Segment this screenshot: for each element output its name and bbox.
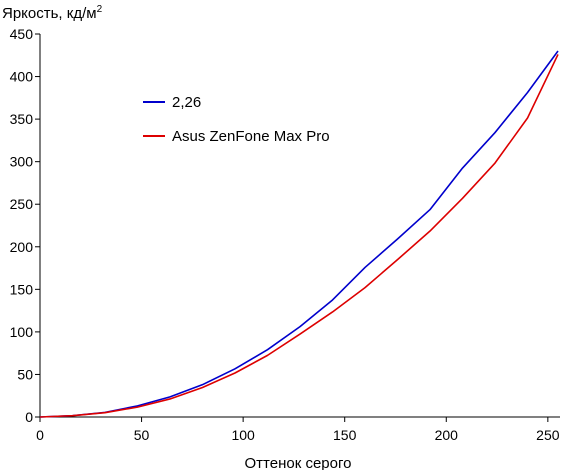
y-tick-label: 150 [10,281,34,297]
x-tick-label: 200 [435,427,459,443]
legend-label-2: Asus ZenFone Max Pro [172,128,330,145]
y-tick-label: 400 [10,69,34,85]
legend: 2,26 Asus ZenFone Max Pro [143,94,330,145]
y-tick-label: 450 [10,26,34,42]
y-axis-title-text: Яркость, кд/м [2,5,97,22]
series-line-1 [39,50,559,418]
legend-label-1: 2,26 [172,94,201,111]
y-tick-label: 0 [25,409,33,425]
x-tick-label: 100 [231,427,255,443]
x-axis-title: Оттенок серого [245,455,352,470]
series-line-2 [39,54,559,418]
x-tick-label: 150 [333,427,357,443]
y-tick-label: 100 [10,324,34,340]
y-tick-label: 300 [10,154,34,170]
y-axis-title: Яркость, кд/м2 [2,4,103,22]
x-tick-label: 0 [36,427,44,443]
axes: 0 50 100 150 200 250 300 350 400 450 0 50 100 150 200 2… [10,26,560,443]
series-layer [39,50,559,418]
y-tick-label: 200 [10,239,34,255]
y-tick-label: 50 [17,366,33,382]
y-tick-label: 350 [10,111,34,127]
x-tick-label: 50 [134,427,150,443]
x-tick-label: 250 [536,427,560,443]
y-axis-title-superscript: 2 [97,4,103,15]
y-tick-label: 250 [10,196,34,212]
